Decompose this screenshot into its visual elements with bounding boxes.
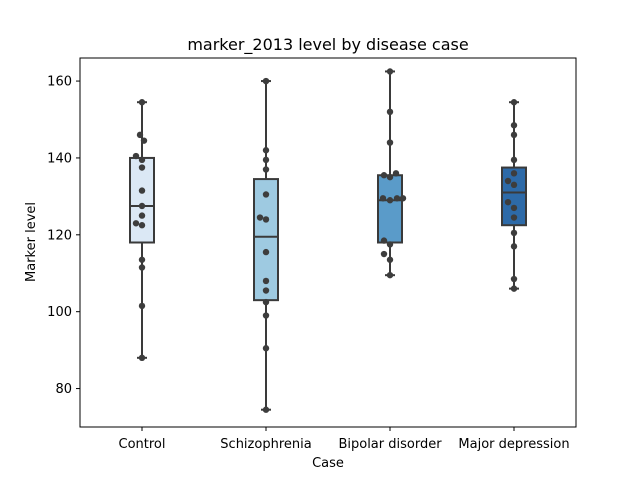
data-point	[262, 216, 270, 223]
data-point	[380, 172, 388, 179]
data-point	[386, 241, 394, 248]
data-point	[262, 156, 270, 164]
data-point	[510, 214, 518, 221]
data-point	[379, 195, 387, 202]
y-tick-label: 120	[47, 228, 72, 243]
data-point	[262, 191, 270, 198]
data-point	[510, 156, 518, 164]
y-tick-label: 160	[47, 75, 72, 90]
data-point	[510, 243, 518, 250]
y-tick-label: 100	[47, 305, 72, 320]
data-point	[262, 77, 270, 85]
data-point	[132, 220, 140, 227]
data-point	[510, 131, 518, 139]
data-point	[380, 237, 388, 244]
data-point	[256, 214, 264, 221]
data-point	[138, 187, 146, 194]
data-point	[386, 139, 394, 146]
chart-title: marker_2013 level by disease case	[187, 35, 468, 55]
data-point	[510, 170, 518, 177]
data-point	[262, 312, 270, 319]
y-axis: 80 100 120 140 160	[47, 75, 80, 397]
data-point	[136, 131, 144, 139]
data-point	[262, 287, 270, 294]
y-axis-title: Marker level	[24, 202, 39, 282]
data-point	[510, 99, 518, 106]
data-point	[510, 285, 518, 292]
data-point	[510, 204, 518, 212]
data-point	[138, 264, 146, 271]
x-tick-label: Major depression	[458, 437, 569, 452]
box-iqr	[129, 156, 155, 244]
plot-area	[129, 68, 527, 413]
data-point	[138, 164, 146, 171]
data-point	[386, 108, 394, 116]
data-point	[262, 248, 270, 256]
data-point	[138, 222, 146, 229]
data-point	[504, 177, 512, 185]
x-tick-label: Control	[119, 437, 166, 452]
data-point	[262, 298, 270, 306]
data-point	[386, 256, 394, 263]
data-point	[510, 275, 518, 283]
data-point	[262, 406, 270, 413]
data-point	[386, 271, 394, 279]
data-point	[132, 152, 140, 160]
data-point	[262, 147, 270, 154]
x-axis: Control Schizophrenia Bipolar disorder Majo…	[119, 427, 570, 452]
data-point	[138, 202, 146, 210]
box-group	[377, 70, 403, 277]
data-point	[138, 99, 146, 106]
data-point	[392, 170, 400, 177]
y-tick-label: 140	[47, 151, 72, 166]
data-point	[510, 181, 518, 189]
data-point	[140, 137, 148, 144]
data-point	[510, 122, 518, 129]
data-point	[380, 250, 388, 258]
data-point	[138, 256, 146, 263]
data-point	[138, 354, 146, 362]
box-iqr	[377, 174, 403, 244]
data-point	[386, 197, 394, 204]
data-point	[262, 345, 270, 352]
data-point	[262, 277, 270, 285]
data-point	[399, 195, 407, 202]
data-point	[262, 166, 270, 173]
data-point	[138, 302, 146, 310]
data-point	[386, 68, 394, 75]
data-point	[510, 229, 518, 237]
data-point	[386, 173, 394, 181]
plot-frame	[79, 57, 577, 428]
x-tick-label: Bipolar disorder	[338, 437, 442, 452]
data-point	[393, 195, 401, 202]
data-point	[138, 212, 146, 219]
x-axis-title: Case	[312, 456, 344, 471]
data-point	[504, 198, 512, 206]
x-tick-label: Schizophrenia	[220, 437, 311, 452]
y-tick-label: 80	[55, 382, 72, 397]
data-point	[138, 156, 146, 164]
box-group	[501, 101, 527, 290]
